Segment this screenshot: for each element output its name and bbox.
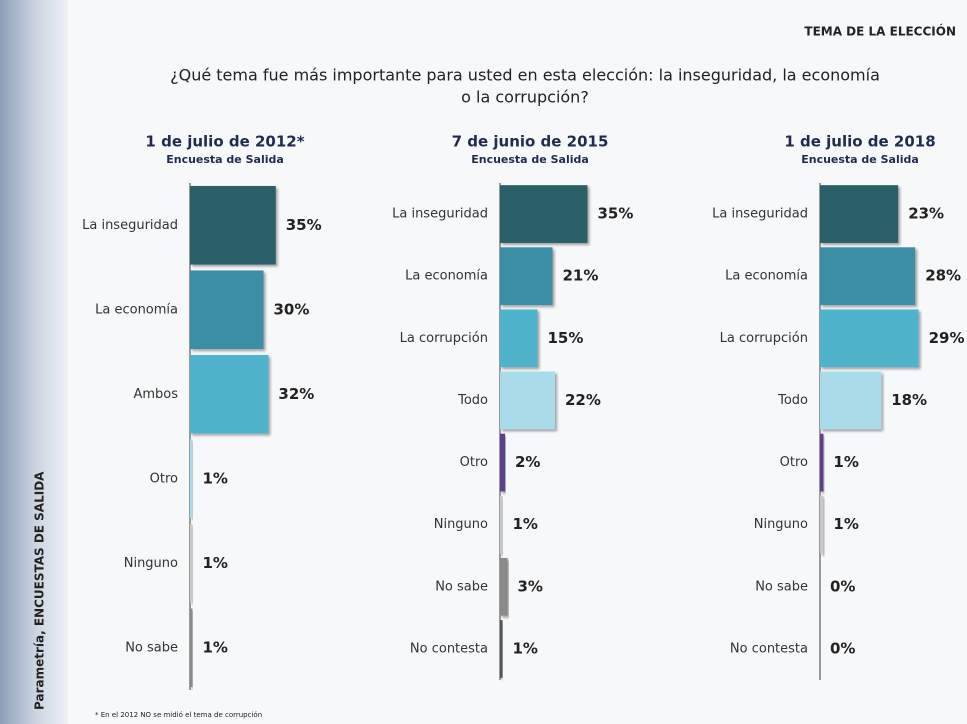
- bar: [500, 557, 508, 616]
- bar: [190, 523, 193, 603]
- bar: [820, 433, 824, 492]
- value-label: 30%: [274, 300, 310, 318]
- question: ¿Qué tema fue más importante para usted …: [170, 66, 880, 85]
- value-label: 18%: [891, 391, 927, 409]
- value-label: 1%: [513, 639, 538, 657]
- value-label: 15%: [548, 329, 584, 347]
- category-label: Ninguno: [754, 517, 808, 532]
- value-label: 2%: [515, 453, 540, 471]
- bar: [500, 309, 538, 368]
- category-label: No sabe: [125, 640, 178, 655]
- bar: [500, 247, 553, 306]
- bar: [820, 185, 899, 243]
- section-label: TEMA DE LA ELECCIÓN: [804, 24, 956, 39]
- category-label: La economía: [405, 269, 488, 284]
- category-label: No contesta: [410, 641, 488, 656]
- bar: [500, 495, 503, 554]
- chart-title: 1 de julio de 2012*: [145, 133, 304, 151]
- bar: [500, 371, 555, 430]
- chart-subtitle: Encuesta de Salida: [166, 153, 284, 166]
- value-label: 28%: [925, 267, 961, 285]
- value-label: 29%: [929, 329, 965, 347]
- value-label: 23%: [908, 205, 944, 223]
- bar: [820, 495, 824, 554]
- category-label: Todo: [777, 393, 808, 408]
- category-label: Todo: [457, 393, 488, 408]
- side-strip: [0, 0, 68, 724]
- category-label: Ambos: [133, 387, 178, 402]
- value-label: 1%: [202, 638, 227, 656]
- chart-title: 7 de junio de 2015: [452, 133, 609, 151]
- category-label: No sabe: [435, 579, 488, 594]
- bar: [820, 309, 919, 368]
- value-label: 1%: [202, 469, 227, 487]
- category-label: La corrupción: [400, 331, 488, 346]
- value-label: 1%: [513, 515, 538, 533]
- value-label: 1%: [833, 453, 858, 471]
- category-label: Otro: [780, 455, 808, 470]
- category-label: La inseguridad: [712, 207, 808, 222]
- category-label: Ninguno: [434, 517, 488, 532]
- category-label: No contesta: [730, 641, 808, 656]
- source: Parametría, ENCUESTAS DE SALIDA: [33, 471, 47, 710]
- value-label: 0%: [830, 577, 855, 595]
- category-label: La corrupción: [720, 331, 808, 346]
- value-label: 35%: [286, 216, 322, 234]
- value-label: 22%: [565, 391, 601, 409]
- bar: [190, 439, 193, 519]
- category-label: La economía: [95, 302, 178, 317]
- footnote: * En el 2012 NO se midió el tema de corr…: [95, 711, 262, 719]
- value-label: 32%: [278, 385, 314, 403]
- category-label: Otro: [150, 471, 178, 486]
- value-label: 0%: [830, 639, 855, 657]
- value-label: 21%: [563, 267, 599, 285]
- question: o la corrupción?: [461, 88, 589, 107]
- bar: [500, 433, 505, 492]
- value-label: 3%: [518, 577, 543, 595]
- bar: [190, 608, 193, 688]
- value-label: 1%: [202, 554, 227, 572]
- category-label: Otro: [460, 455, 488, 470]
- bar: [500, 185, 588, 243]
- category-label: La inseguridad: [82, 218, 178, 233]
- bar: [190, 270, 264, 350]
- value-label: 35%: [598, 205, 634, 223]
- bar: [500, 620, 503, 678]
- value-label: 1%: [833, 515, 858, 533]
- category-label: No sabe: [755, 579, 808, 594]
- category-label: Ninguno: [124, 556, 178, 571]
- chart-subtitle: Encuesta de Salida: [471, 153, 589, 166]
- bar: [820, 247, 916, 306]
- bar: [190, 354, 269, 434]
- bar: [190, 185, 276, 265]
- chart-title: 1 de julio de 2018: [784, 133, 935, 151]
- category-label: La economía: [725, 269, 808, 284]
- chart-subtitle: Encuesta de Salida: [801, 153, 919, 166]
- category-label: La inseguridad: [392, 207, 488, 222]
- bar: [820, 371, 882, 430]
